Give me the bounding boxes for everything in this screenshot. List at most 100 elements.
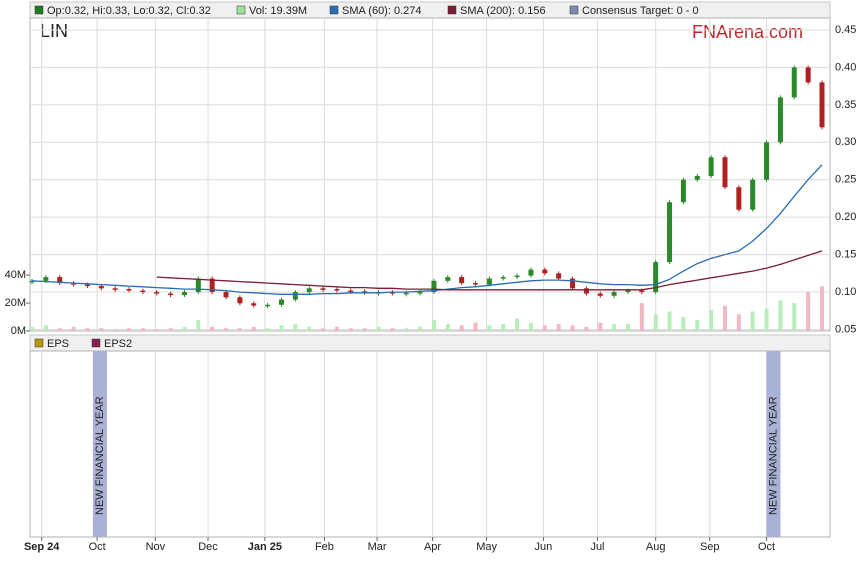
volume-bar <box>709 310 714 331</box>
volume-bar <box>556 324 561 331</box>
volume-bar <box>681 317 686 331</box>
candle <box>556 273 562 279</box>
volume-bar <box>625 324 630 331</box>
x-tick-label: Aug <box>646 541 666 553</box>
volume-bar <box>431 319 436 331</box>
x-tick-label: Sep 24 <box>24 541 60 553</box>
x-tick-label: Mar <box>368 541 387 553</box>
candle <box>819 82 825 128</box>
candle <box>514 275 520 278</box>
candle <box>251 303 257 306</box>
y-tick-label: 0.35 <box>835 99 856 111</box>
volume-bar <box>30 326 34 331</box>
volume-bar <box>778 300 783 331</box>
volume-bar <box>57 328 62 331</box>
volume-bar <box>168 328 173 331</box>
volume-bar <box>140 328 145 331</box>
volume-bar <box>667 311 672 331</box>
volume-bar <box>154 329 159 331</box>
candle <box>736 187 742 210</box>
candle <box>694 175 700 180</box>
volume-bar <box>459 325 464 331</box>
candle <box>57 277 63 284</box>
y-tick-label: 0.10 <box>835 286 856 298</box>
volume-bar <box>293 324 298 331</box>
volume-bar <box>695 319 700 331</box>
candle <box>362 291 368 293</box>
candle <box>583 288 589 294</box>
volume-bar <box>43 325 48 331</box>
x-tick-label: Dec <box>198 541 218 553</box>
legend-swatch <box>34 5 44 15</box>
volume-bar <box>362 328 367 331</box>
candle <box>71 283 77 285</box>
candle <box>348 290 354 293</box>
volume-bar <box>182 326 187 331</box>
legend-swatch <box>236 5 246 15</box>
x-tick-label: Oct <box>89 541 106 553</box>
volume-bar <box>85 328 90 331</box>
candle <box>459 277 465 284</box>
sma-line <box>31 164 823 295</box>
candle <box>528 269 534 276</box>
volume-bar <box>639 303 644 331</box>
candle <box>542 269 548 274</box>
volume-bar <box>127 328 132 331</box>
legend-label: SMA (60): 0.274 <box>342 5 422 17</box>
volume-bar <box>99 328 104 331</box>
volume-bar <box>251 326 256 331</box>
price-panel <box>29 17 831 332</box>
candle <box>237 297 243 304</box>
candle <box>98 286 104 289</box>
volume-bar <box>584 326 589 331</box>
annotation-band <box>766 351 781 537</box>
volume-bar <box>764 308 769 331</box>
candle <box>389 292 395 294</box>
candle <box>431 280 437 293</box>
candle <box>653 262 659 293</box>
volume-bar <box>528 322 533 331</box>
eps-panel <box>29 350 831 538</box>
volume-bar <box>376 326 381 331</box>
candle <box>500 277 506 279</box>
candle <box>84 284 90 287</box>
y-tick-label: 0.05 <box>835 323 856 335</box>
volume-bar <box>806 291 811 331</box>
x-tick-label: Jul <box>590 541 604 553</box>
x-tick-label: Oct <box>758 541 775 553</box>
candle <box>473 283 479 285</box>
volume-bar <box>210 326 215 331</box>
y-tick-label: 0.15 <box>835 249 856 261</box>
legend-label: EPS2 <box>104 338 132 350</box>
volume-bar <box>820 286 824 331</box>
candle <box>791 67 797 98</box>
y2-tick-label: 0M <box>11 325 26 337</box>
volume-bar <box>736 314 741 331</box>
volume-bar <box>722 305 727 331</box>
volume-bar <box>487 325 492 331</box>
x-tick-label: Jun <box>535 541 553 553</box>
volume-bar <box>445 324 450 331</box>
volume-bar <box>321 328 326 331</box>
candle <box>168 293 174 296</box>
candle <box>680 179 686 203</box>
legend-label: SMA (200): 0.156 <box>460 5 546 17</box>
legend-swatch <box>34 338 44 348</box>
legend-swatch <box>91 338 101 348</box>
candle <box>154 292 160 294</box>
candle <box>750 179 756 210</box>
legend-swatch <box>329 5 339 15</box>
volume-bar <box>265 328 270 331</box>
volume-bar <box>612 324 617 331</box>
candle <box>403 292 409 295</box>
legend-label: Op:0.32, Hi:0.33, Lo:0.32, Cl:0.32 <box>47 5 211 17</box>
volume-bar <box>418 326 423 331</box>
legend-swatch <box>447 5 457 15</box>
candle <box>140 290 146 293</box>
x-tick-label: Feb <box>315 541 334 553</box>
lower-legend-bar <box>29 334 831 352</box>
x-tick-label: Jan 25 <box>248 541 282 553</box>
candle <box>417 292 423 294</box>
candle <box>486 278 492 285</box>
